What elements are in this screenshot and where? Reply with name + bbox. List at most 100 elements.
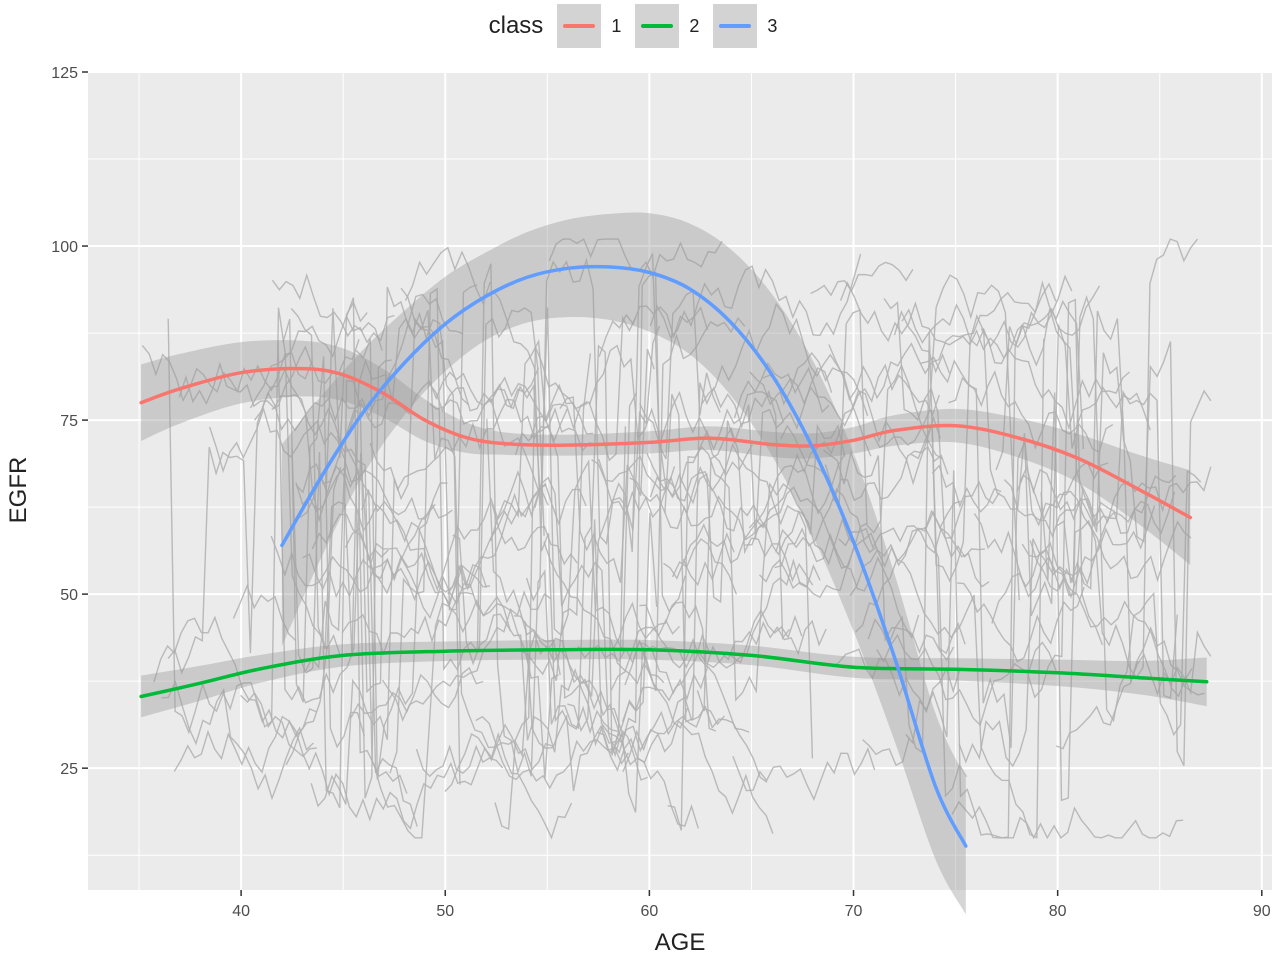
trajectory-line <box>361 489 418 827</box>
trajectory-line <box>282 319 365 749</box>
y-tick-label: 100 <box>51 239 78 256</box>
trajectory-line <box>173 715 310 774</box>
trajectory-line <box>490 338 594 542</box>
legend-key-1 <box>557 4 602 48</box>
trajectory-line <box>492 290 618 735</box>
legend-label-2: 2 <box>689 15 700 36</box>
trajectory-line <box>232 583 297 642</box>
trajectory-line <box>948 376 1109 748</box>
trajectory-line <box>828 282 1057 402</box>
trajectory-line <box>682 531 735 587</box>
trajectory-line <box>667 423 846 831</box>
trajectory-line <box>1027 298 1104 699</box>
trajectory-line <box>831 648 961 714</box>
trajectory-line <box>345 297 559 839</box>
trajectory-line <box>991 474 1177 624</box>
trajectory-line <box>567 316 746 813</box>
trajectory-line <box>1003 466 1212 539</box>
trajectory-line <box>447 488 549 595</box>
legend-swatch-2 <box>641 24 674 28</box>
y-tick-label: 50 <box>60 587 78 604</box>
trajectory-line <box>701 302 872 457</box>
trajectory-line <box>444 731 573 840</box>
trajectory-line <box>957 582 1085 663</box>
legend-item-2: 2 <box>635 4 699 48</box>
trajectory-line <box>308 723 553 830</box>
trajectory-line <box>1029 540 1193 698</box>
trajectory-line <box>291 359 392 799</box>
trajectory-line <box>344 484 547 609</box>
trajectory-line <box>973 389 1178 699</box>
trajectory-line <box>290 308 461 785</box>
trajectory-line <box>611 575 686 651</box>
trajectory-line <box>696 427 814 759</box>
legend-swatch-1 <box>563 24 596 28</box>
trajectory-line <box>779 424 949 503</box>
legend-label-3: 3 <box>767 15 778 36</box>
trajectory-line <box>855 558 966 645</box>
trajectory-line <box>310 284 478 808</box>
trajectory-line <box>404 246 491 306</box>
series-line-2 <box>139 647 1209 699</box>
trajectory-line <box>775 528 920 640</box>
trajectory-line <box>452 512 658 753</box>
trajectory-line <box>596 719 774 834</box>
trajectory-line <box>271 272 383 351</box>
legend-key-3 <box>713 4 758 48</box>
legend: class 1 2 3 <box>0 4 1280 48</box>
trajectory-line <box>849 480 1000 597</box>
trajectory-line <box>598 305 709 357</box>
trajectory-line <box>862 737 911 767</box>
trajectory-line <box>341 591 474 656</box>
trajectory-line <box>951 800 1184 840</box>
trajectory-line <box>649 253 862 340</box>
confidence-band-3 <box>281 212 966 915</box>
trajectory-line <box>167 307 342 735</box>
trajectory-line <box>1055 626 1205 750</box>
trajectory-line <box>1040 238 1199 802</box>
confidence-band-2 <box>141 639 1207 718</box>
trajectory-line <box>486 418 561 676</box>
trajectory-line <box>758 522 868 599</box>
trajectory-line <box>622 696 768 783</box>
trajectory-line <box>901 285 1101 349</box>
y-tick-label: 25 <box>60 761 78 778</box>
trajectory-line <box>478 307 545 651</box>
trajectory-line <box>1016 474 1192 583</box>
legend-item-3: 3 <box>713 4 777 48</box>
trajectory-line <box>249 314 395 409</box>
trajectory-line <box>525 257 661 602</box>
x-tick-label: 80 <box>1049 903 1067 920</box>
trajectory-line <box>350 666 484 718</box>
series-line-3 <box>280 264 968 848</box>
trajectory-line <box>285 467 342 766</box>
trajectory-line <box>839 274 1073 360</box>
trajectory-line <box>161 679 314 801</box>
trajectory-line <box>745 523 814 586</box>
y-tick-label: 125 <box>51 65 78 82</box>
trajectory-line <box>748 389 941 529</box>
trajectory-line <box>588 344 791 640</box>
trajectory-line <box>494 353 592 831</box>
trajectory-line <box>621 633 716 723</box>
x-tick-label: 40 <box>232 903 250 920</box>
legend-item-1: 1 <box>557 4 621 48</box>
trajectory-line <box>732 746 876 802</box>
trajectory-line <box>591 362 830 519</box>
trajectory-line <box>883 298 985 559</box>
legend-label-1: 1 <box>611 15 622 36</box>
trajectory-line <box>295 467 488 593</box>
confidence-band-1 <box>141 340 1191 565</box>
legend-swatch-3 <box>719 24 752 28</box>
trajectory-line <box>295 463 539 592</box>
x-axis-title: AGE <box>655 929 706 956</box>
trajectory-line <box>428 376 588 431</box>
trajectory-line <box>1021 505 1156 600</box>
trajectory-line <box>980 328 1130 431</box>
trajectory-line <box>893 310 951 374</box>
trajectory-line <box>638 608 803 669</box>
trajectory-line <box>492 307 638 654</box>
trajectory-line <box>305 286 470 809</box>
